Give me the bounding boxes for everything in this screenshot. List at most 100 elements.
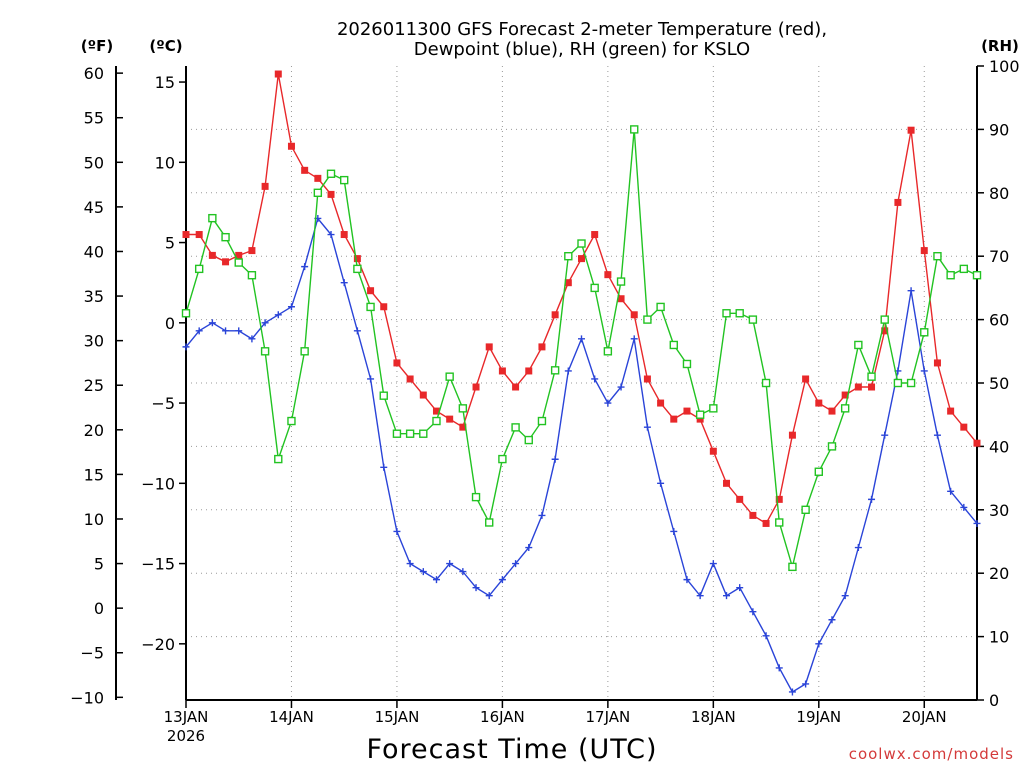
rh-tick-label: 50 (989, 374, 1009, 393)
chart-title-line1: 2026011300 GFS Forecast 2-meter Temperat… (337, 19, 827, 40)
rh-point (840, 404, 850, 413)
dewpoint-point (182, 343, 190, 351)
dewpoint-point (815, 640, 823, 648)
2-meter-temperature-point (512, 383, 520, 391)
rh-tick-label: 0 (989, 691, 999, 710)
2-meter-temperature-point (182, 231, 190, 239)
2-meter-temperature-point (894, 198, 902, 206)
2-meter-temperature-point (828, 407, 836, 415)
rh-point (392, 429, 402, 438)
dewpoint-point (301, 263, 309, 271)
dewpoint-point (353, 327, 361, 335)
x-tick-label: 16JAN (480, 708, 525, 726)
dewpoint-point (617, 383, 625, 391)
2-meter-temperature-point (657, 399, 665, 407)
rh-point (906, 378, 916, 388)
rh-point (432, 416, 441, 426)
2-meter-temperature-point (472, 383, 480, 391)
rh-point (972, 271, 982, 280)
fahrenheit-tick-label: 50 (84, 153, 104, 172)
dewpoint-point (709, 560, 717, 568)
rh-point (458, 404, 468, 413)
x-tick-label: 19JAN (796, 708, 841, 726)
2-meter-temperature-point (630, 311, 638, 319)
dewpoint-point (841, 592, 849, 600)
dewpoint-point (868, 495, 876, 503)
celsius-tick-label: 0 (165, 314, 175, 333)
dewpoint-point (683, 576, 691, 584)
celsius-tick-label: −10 (141, 474, 175, 493)
rh-point (748, 315, 758, 324)
dewpoint-point (960, 503, 968, 511)
celsius-tick-label: −5 (151, 394, 175, 413)
2-meter-temperature-point (498, 367, 506, 375)
x-tick-label: 13JAN (164, 708, 209, 726)
fahrenheit-tick-label: 15 (84, 465, 104, 484)
rh-tick-label: 80 (989, 184, 1009, 203)
2-meter-temperature-point (393, 359, 401, 367)
rh-point (419, 429, 428, 438)
2-meter-temperature-point (709, 447, 717, 455)
rh-point (524, 435, 533, 445)
2-meter-temperature-point (564, 279, 572, 287)
rh-tick-label: 60 (989, 311, 1009, 330)
dewpoint-point (657, 479, 665, 487)
rh-point (471, 492, 481, 502)
rh-point (722, 309, 731, 318)
rh-point (893, 378, 903, 388)
grid-layer (186, 66, 977, 700)
fahrenheit-tick-label: 45 (84, 198, 104, 217)
2-meter-temperature-point (920, 247, 928, 255)
dewpoint-point (749, 608, 757, 616)
dewpoint-point (393, 527, 401, 535)
celsius-tick-label: −15 (141, 555, 175, 574)
rh-point (616, 277, 626, 286)
dewpoint-point (643, 423, 651, 431)
x-tick-label: 17JAN (585, 708, 630, 726)
rh-point (814, 467, 823, 476)
dewpoint-point (432, 576, 440, 584)
x-tick-label: 14JAN (269, 708, 314, 726)
rh-point (181, 309, 191, 318)
2-meter-temperature-point (881, 327, 889, 335)
dewpoint-point (578, 335, 585, 343)
2-meter-temperature-point (459, 423, 467, 431)
rh-point (234, 258, 243, 267)
rh-point (695, 410, 705, 419)
rh-point (775, 518, 784, 527)
dewpoint-point (802, 680, 810, 688)
2-meter-temperature-point (551, 311, 559, 319)
dewpoint-point (261, 319, 269, 327)
2-meter-temperature-point (525, 367, 533, 375)
dewpoint-point (630, 335, 638, 343)
rh-point (946, 271, 955, 280)
2-meter-temperature-line (186, 73, 978, 525)
rh-tick-label: 70 (989, 247, 1009, 266)
2-meter-temperature-point (406, 375, 414, 383)
dewpoint-point (973, 519, 981, 527)
dewpoint-point (248, 335, 256, 343)
x-tick-label: 15JAN (375, 708, 420, 726)
rh-point (221, 232, 230, 242)
2-meter-temperature-point (736, 495, 744, 503)
dewpoint-point (446, 560, 454, 568)
dewpoint-point (195, 327, 203, 335)
2-meter-temperature-point (222, 258, 230, 266)
2-meter-temperature-point (973, 439, 981, 447)
2-meter-temperature-point (367, 287, 375, 295)
dewpoint-point (485, 592, 493, 600)
rh-tick-label: 100 (989, 57, 1020, 76)
dewpoint-point (604, 399, 612, 407)
2-meter-temperature-point (604, 271, 612, 279)
rh-point (274, 454, 283, 464)
x-tick-label: 20JAN (902, 708, 947, 726)
dewpoint-point (828, 616, 836, 624)
rh-point (300, 347, 309, 356)
celsius-tick-label: 10 (155, 153, 175, 172)
2-meter-temperature-point (248, 247, 256, 255)
dewpoint-point (472, 584, 480, 592)
dewpoint-point (459, 568, 467, 576)
fahrenheit-tick-label: −5 (80, 644, 104, 663)
fahrenheit-unit-label: (ºF) (81, 37, 113, 55)
dewpoint-point (788, 688, 796, 696)
